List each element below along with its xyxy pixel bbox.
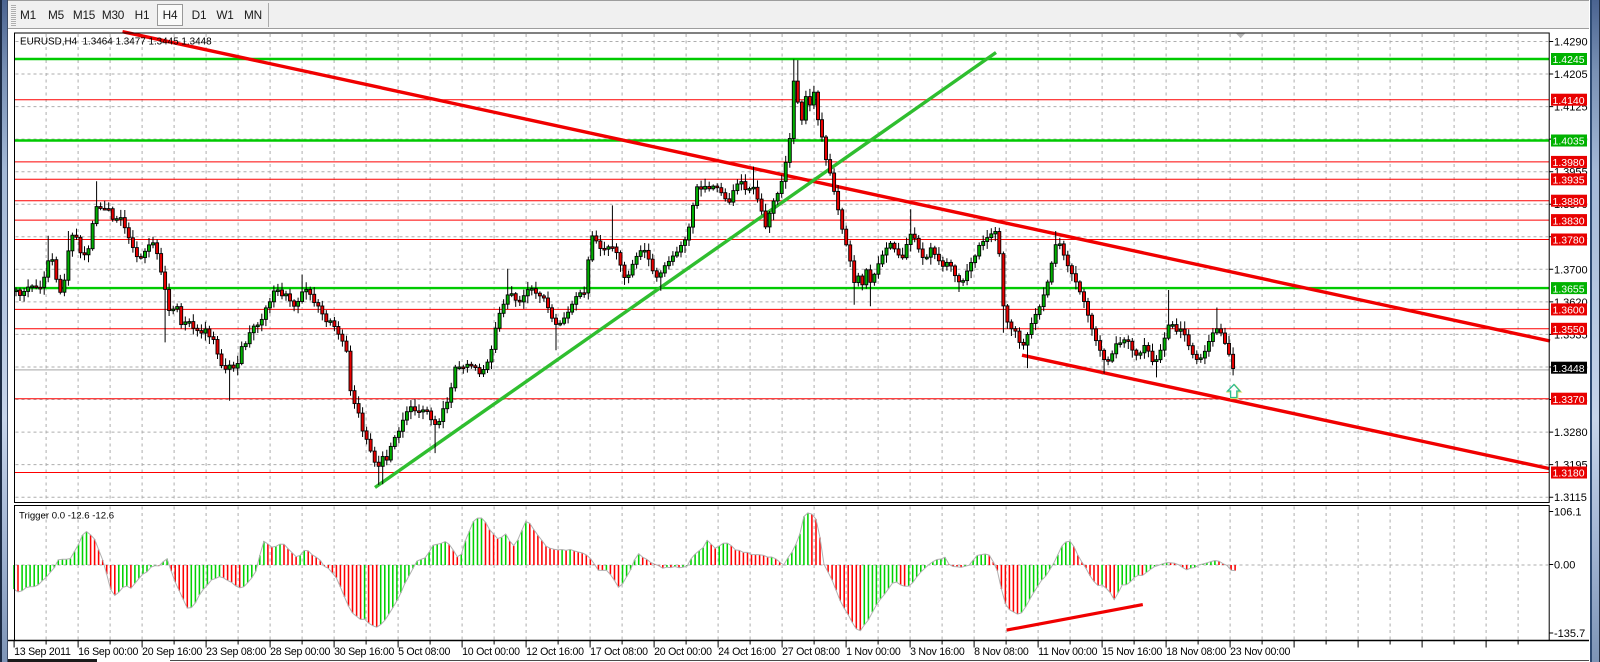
svg-text:12 Oct 16:00: 12 Oct 16:00 xyxy=(526,646,584,658)
svg-text:17 Oct 08:00: 17 Oct 08:00 xyxy=(590,646,648,658)
svg-text:1.3600: 1.3600 xyxy=(1553,305,1585,317)
svg-text:1.3700: 1.3700 xyxy=(1554,264,1588,276)
svg-text:16 Sep 00:00: 16 Sep 00:00 xyxy=(78,646,138,658)
svg-text:18 Nov 08:00: 18 Nov 08:00 xyxy=(1166,646,1226,658)
svg-text:1.3935: 1.3935 xyxy=(1553,175,1585,187)
svg-text:1.4290: 1.4290 xyxy=(1554,37,1588,49)
svg-text:15 Nov 16:00: 15 Nov 16:00 xyxy=(1102,646,1162,658)
svg-text:1.3980: 1.3980 xyxy=(1553,157,1585,169)
svg-text:5 Oct 08:00: 5 Oct 08:00 xyxy=(398,646,450,658)
svg-text:20 Sep 16:00: 20 Sep 16:00 xyxy=(142,646,202,658)
svg-text:1.3448: 1.3448 xyxy=(1553,363,1585,375)
svg-text:23 Sep 08:00: 23 Sep 08:00 xyxy=(206,646,266,658)
svg-text:1.4035: 1.4035 xyxy=(1553,136,1585,148)
svg-text:Trigger 0.0 -12.6 -12.6: Trigger 0.0 -12.6 -12.6 xyxy=(19,511,114,522)
svg-text:20 Oct 00:00: 20 Oct 00:00 xyxy=(654,646,712,658)
svg-text:EURUSD,H4 1.3464 1.3477 1.344: EURUSD,H4 1.3464 1.3477 1.3445 1.3448 xyxy=(20,37,212,48)
svg-text:1.3780: 1.3780 xyxy=(1553,235,1585,247)
svg-text:1.3830: 1.3830 xyxy=(1553,215,1585,227)
svg-text:1.3550: 1.3550 xyxy=(1553,324,1585,336)
svg-text:1.3180: 1.3180 xyxy=(1553,468,1585,480)
svg-text:24 Oct 16:00: 24 Oct 16:00 xyxy=(718,646,776,658)
svg-text:1 Nov 00:00: 1 Nov 00:00 xyxy=(846,646,901,658)
svg-text:11 Nov 00:00: 11 Nov 00:00 xyxy=(1038,646,1098,658)
svg-text:1.3370: 1.3370 xyxy=(1553,394,1585,406)
svg-text:28 Sep 00:00: 28 Sep 00:00 xyxy=(270,646,330,658)
svg-text:13 Sep 2011: 13 Sep 2011 xyxy=(14,646,71,658)
svg-text:1.4245: 1.4245 xyxy=(1553,54,1585,66)
svg-text:-135.7: -135.7 xyxy=(1554,628,1585,640)
svg-text:10 Oct 00:00: 10 Oct 00:00 xyxy=(462,646,520,658)
svg-text:1.3280: 1.3280 xyxy=(1554,427,1588,439)
svg-text:1.4205: 1.4205 xyxy=(1554,69,1588,81)
svg-text:0.00: 0.00 xyxy=(1554,560,1575,572)
svg-text:27 Oct 08:00: 27 Oct 08:00 xyxy=(782,646,840,658)
svg-text:1.3115: 1.3115 xyxy=(1554,492,1587,504)
svg-text:106.1: 106.1 xyxy=(1554,507,1582,519)
svg-text:8 Nov 08:00: 8 Nov 08:00 xyxy=(974,646,1029,658)
svg-text:3 Nov 16:00: 3 Nov 16:00 xyxy=(910,646,965,658)
svg-text:1.3655: 1.3655 xyxy=(1553,283,1585,295)
svg-text:23 Nov 00:00: 23 Nov 00:00 xyxy=(1230,646,1290,658)
svg-text:1.4140: 1.4140 xyxy=(1553,95,1585,107)
svg-text:1.3880: 1.3880 xyxy=(1553,196,1585,208)
svg-text:30 Sep 16:00: 30 Sep 16:00 xyxy=(334,646,394,658)
